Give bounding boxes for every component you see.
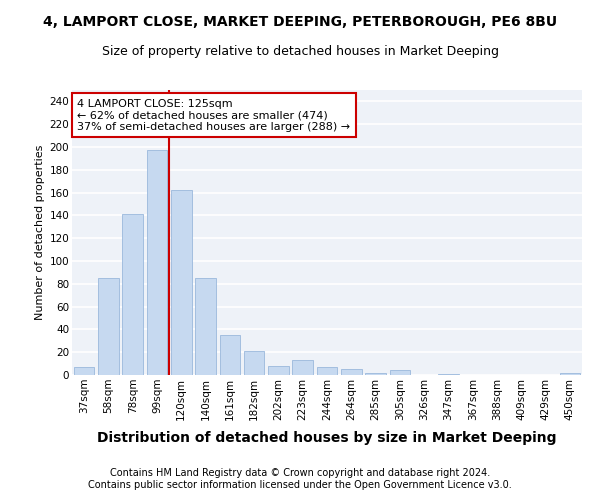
Bar bbox=[389, 370, 410, 375]
Text: 4 LAMPORT CLOSE: 125sqm
← 62% of detached houses are smaller (474)
37% of semi-d: 4 LAMPORT CLOSE: 125sqm ← 62% of detache… bbox=[77, 98, 350, 132]
Bar bbox=[292, 360, 313, 375]
Text: 4, LAMPORT CLOSE, MARKET DEEPING, PETERBOROUGH, PE6 8BU: 4, LAMPORT CLOSE, MARKET DEEPING, PETERB… bbox=[43, 15, 557, 29]
Text: Contains public sector information licensed under the Open Government Licence v3: Contains public sector information licen… bbox=[88, 480, 512, 490]
Text: Size of property relative to detached houses in Market Deeping: Size of property relative to detached ho… bbox=[101, 45, 499, 58]
Y-axis label: Number of detached properties: Number of detached properties bbox=[35, 145, 46, 320]
Bar bbox=[122, 214, 143, 375]
Bar bbox=[98, 278, 119, 375]
Bar bbox=[146, 150, 167, 375]
Bar bbox=[438, 374, 459, 375]
Bar bbox=[171, 190, 191, 375]
Bar bbox=[268, 366, 289, 375]
Bar bbox=[341, 370, 362, 375]
X-axis label: Distribution of detached houses by size in Market Deeping: Distribution of detached houses by size … bbox=[97, 431, 557, 445]
Bar bbox=[560, 372, 580, 375]
Bar bbox=[244, 351, 265, 375]
Bar bbox=[74, 367, 94, 375]
Bar bbox=[365, 372, 386, 375]
Bar bbox=[195, 278, 216, 375]
Text: Contains HM Land Registry data © Crown copyright and database right 2024.: Contains HM Land Registry data © Crown c… bbox=[110, 468, 490, 477]
Bar bbox=[220, 335, 240, 375]
Bar bbox=[317, 367, 337, 375]
